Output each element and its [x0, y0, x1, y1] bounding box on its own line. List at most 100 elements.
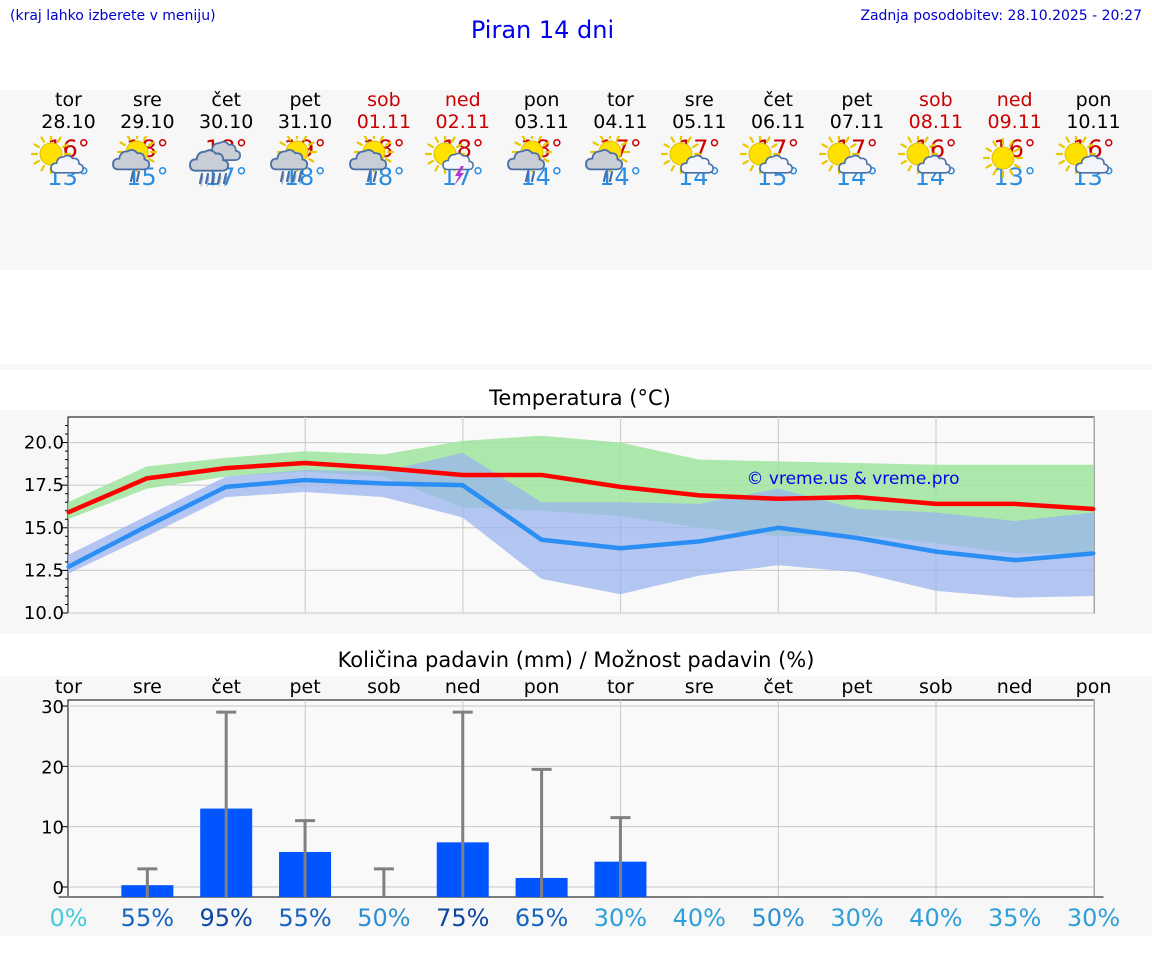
- max-point: [145, 476, 149, 480]
- precipitation-probability: 75%: [436, 904, 490, 932]
- max-point: [697, 493, 701, 497]
- day-name: tor: [606, 89, 634, 111]
- day-name: sre: [132, 89, 162, 111]
- precipitation-day-label: tor: [606, 676, 634, 698]
- precipitation-day-label: sre: [684, 676, 714, 698]
- min-point: [303, 478, 307, 482]
- day-forecast: sob 08.11 16° 14°: [896, 89, 976, 191]
- temperature-chart: 10.0 12.5 15.0 17.5 20.0 © vreme.us & vreme.p…: [24, 416, 1096, 624]
- day-forecast: pon 10.11 16° 13°: [1054, 89, 1134, 191]
- day-date: 10.11: [1066, 111, 1121, 133]
- day-name: pon: [523, 89, 560, 111]
- day-name: sob: [919, 89, 953, 111]
- precipitation-day-label: pon: [523, 676, 560, 698]
- precipitation-day-label: sre: [132, 676, 162, 698]
- day-forecast: sre 05.11 17° 14°: [659, 89, 739, 191]
- y-tick-label: 20: [41, 757, 64, 778]
- max-point: [303, 461, 307, 465]
- precipitation-probability: 55%: [120, 904, 175, 932]
- max-point: [776, 497, 780, 501]
- min-range-band: [68, 452, 1094, 598]
- day-name: pet: [841, 89, 873, 111]
- precipitation-probability: 30%: [830, 904, 884, 932]
- max-point: [855, 495, 859, 499]
- precipitation-probability: 40%: [672, 904, 726, 932]
- max-point: [1013, 502, 1017, 506]
- precipitation-day-label: sob: [367, 676, 401, 698]
- day-date: 08.11: [908, 111, 964, 133]
- day-date: 30.10: [198, 111, 254, 133]
- precipitation-probability: 50%: [751, 904, 805, 932]
- precipitation-probability: 95%: [199, 904, 253, 932]
- max-temperature-line: [67, 460, 1095, 515]
- precipitation-probability: 30%: [593, 904, 648, 932]
- precipitation-probability: 55%: [278, 904, 332, 932]
- min-point: [1092, 551, 1096, 555]
- precipitation-chart-title: Količina padavin (mm) / Možnost padavin …: [337, 648, 815, 672]
- location-hint: (kraj lahko izberete v meniju): [10, 8, 216, 24]
- min-point: [66, 565, 70, 569]
- y-tick-label: 17.5: [24, 475, 64, 496]
- y-tick-label: 12.5: [24, 560, 64, 581]
- precipitation-probability: 50%: [357, 904, 411, 932]
- day-date: 09.11: [987, 111, 1042, 133]
- day-date: 31.10: [277, 111, 333, 133]
- precipitation-day-label: pet: [289, 676, 321, 698]
- precipitation-probability: 65%: [514, 904, 569, 932]
- day-name: pon: [1075, 89, 1112, 111]
- precipitation-day-label: ned: [444, 676, 481, 698]
- min-point: [382, 481, 386, 485]
- y-tick-label: 10.0: [24, 603, 64, 624]
- day-name: tor: [55, 89, 82, 111]
- min-temperature-line: [66, 477, 1095, 569]
- min-point: [224, 485, 228, 489]
- y-tick-label: 30: [41, 697, 64, 718]
- max-point: [461, 473, 465, 477]
- precipitation-day-label: ned: [996, 676, 1033, 698]
- precipitation-day-label: čet: [763, 676, 793, 698]
- day-date: 28.10: [41, 111, 96, 133]
- day-date: 03.11: [514, 111, 569, 133]
- max-point: [382, 466, 386, 470]
- min-point: [697, 539, 701, 543]
- precipitation-probability: 30%: [1066, 904, 1121, 932]
- precipitation-day-label: pet: [841, 676, 873, 698]
- day-date: 04.11: [593, 111, 648, 133]
- temperature-chart-title: Temperatura (°C): [489, 386, 671, 410]
- precipitation-day-label: pon: [1075, 676, 1112, 698]
- day-date: 07.11: [829, 111, 885, 133]
- day-name: ned: [444, 89, 481, 111]
- min-point: [540, 538, 544, 542]
- y-tick-label: 0: [53, 878, 64, 899]
- y-tick-label: 20.0: [24, 433, 64, 454]
- min-point: [934, 550, 938, 554]
- day-name: čet: [763, 89, 793, 111]
- precipitation-day-label: čet: [211, 676, 241, 698]
- day-name: sre: [684, 89, 714, 111]
- precipitation-probability: 0%: [49, 904, 88, 932]
- day-date: 29.10: [120, 111, 175, 133]
- max-point: [1092, 507, 1096, 511]
- forecast-strip: [0, 90, 1152, 270]
- separator: [0, 364, 1152, 370]
- day-name: pet: [289, 89, 321, 111]
- max-point: [224, 466, 228, 470]
- max-point: [618, 485, 622, 489]
- day-forecast: pet 07.11 17° 14°: [817, 89, 897, 191]
- watermark: © vreme.us & vreme.pro: [746, 469, 959, 489]
- max-point: [540, 473, 544, 477]
- y-tick-label: 15.0: [24, 518, 64, 539]
- day-forecast: tor 28.10 16° 13°: [29, 89, 109, 191]
- precipitation-probability: 35%: [988, 904, 1042, 932]
- page-title: Piran 14 dni: [470, 16, 615, 44]
- day-date: 05.11: [672, 111, 727, 133]
- day-date: 02.11: [435, 111, 490, 133]
- min-point: [618, 546, 622, 550]
- y-tick-label: 10: [41, 818, 64, 839]
- min-point: [461, 483, 465, 487]
